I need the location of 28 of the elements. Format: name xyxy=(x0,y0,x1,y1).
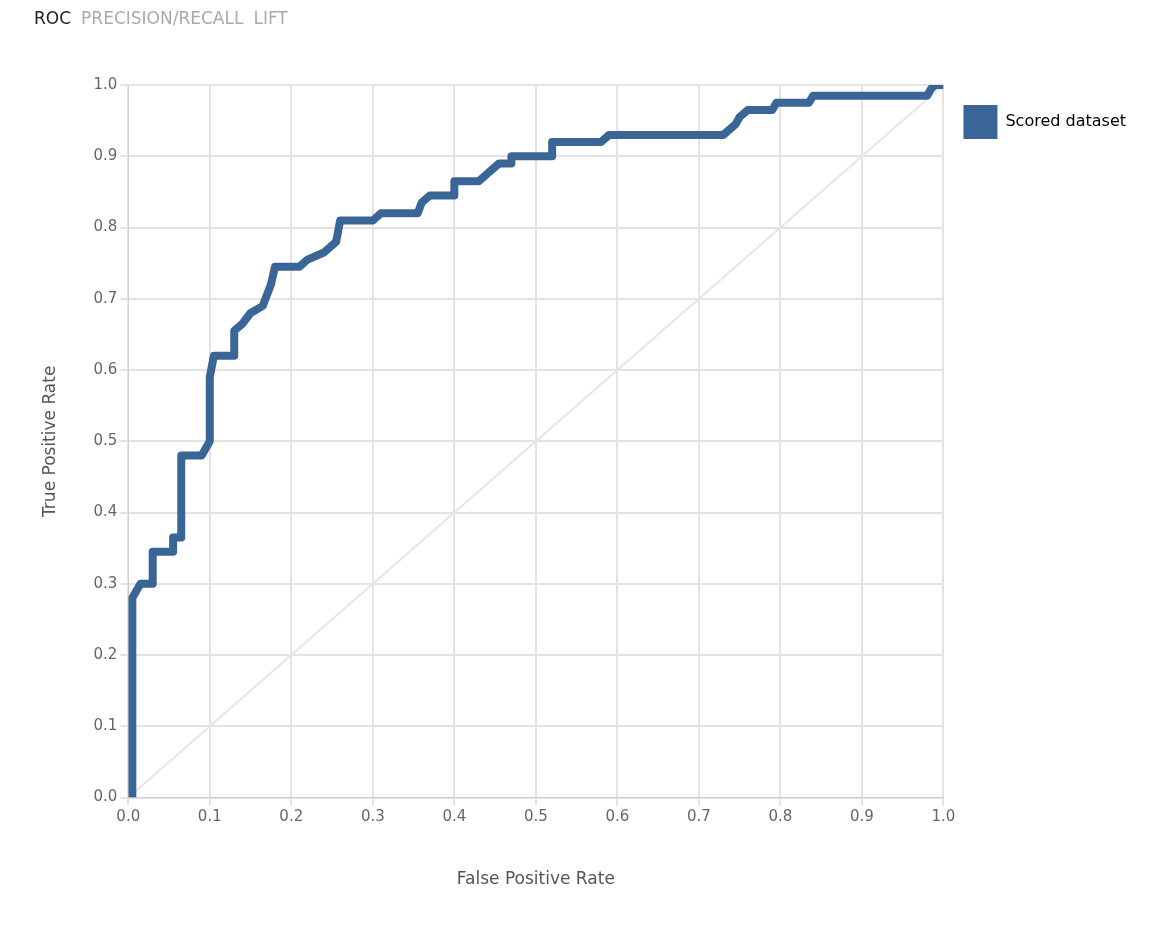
x-axis-title: False Positive Rate xyxy=(456,868,615,889)
y-tick-label: 0.2 xyxy=(93,644,118,663)
x-tick-label: 0.3 xyxy=(360,807,385,826)
x-tick-label: 0.8 xyxy=(768,807,793,826)
x-tick-label: 0.5 xyxy=(523,807,548,826)
y-tick-label: 0.1 xyxy=(93,716,118,735)
x-tick-label: 0.2 xyxy=(279,807,304,826)
y-tick-label: 0.9 xyxy=(93,146,118,165)
text: PRECISION/RECALL xyxy=(81,8,244,28)
x-tick-label: 0.0 xyxy=(116,807,141,826)
text: ROC xyxy=(34,8,72,28)
y-tick-label: 0.7 xyxy=(93,288,118,307)
y-tick-label: 1.0 xyxy=(93,74,118,93)
y-tick-label: 0.4 xyxy=(93,502,118,521)
x-tick-label: 0.7 xyxy=(686,807,711,826)
x-tick-label: 0.6 xyxy=(605,807,630,826)
y-tick-label: 0.6 xyxy=(93,359,118,378)
y-axis-title: True Positive Rate xyxy=(38,365,59,519)
x-tick-label: 0.9 xyxy=(850,807,874,826)
x-tick-label: 0.1 xyxy=(197,807,222,826)
y-tick-label: 0.0 xyxy=(93,787,118,806)
y-tick-label: 0.3 xyxy=(93,573,118,592)
y-tick-label: 0.8 xyxy=(93,217,118,236)
text: LIFT xyxy=(253,8,288,28)
x-tick-label: 1.0 xyxy=(931,807,956,826)
legend-label: Scored dataset xyxy=(1005,111,1126,131)
y-tick-label: 0.5 xyxy=(93,431,118,450)
x-tick-label: 0.4 xyxy=(442,807,467,826)
